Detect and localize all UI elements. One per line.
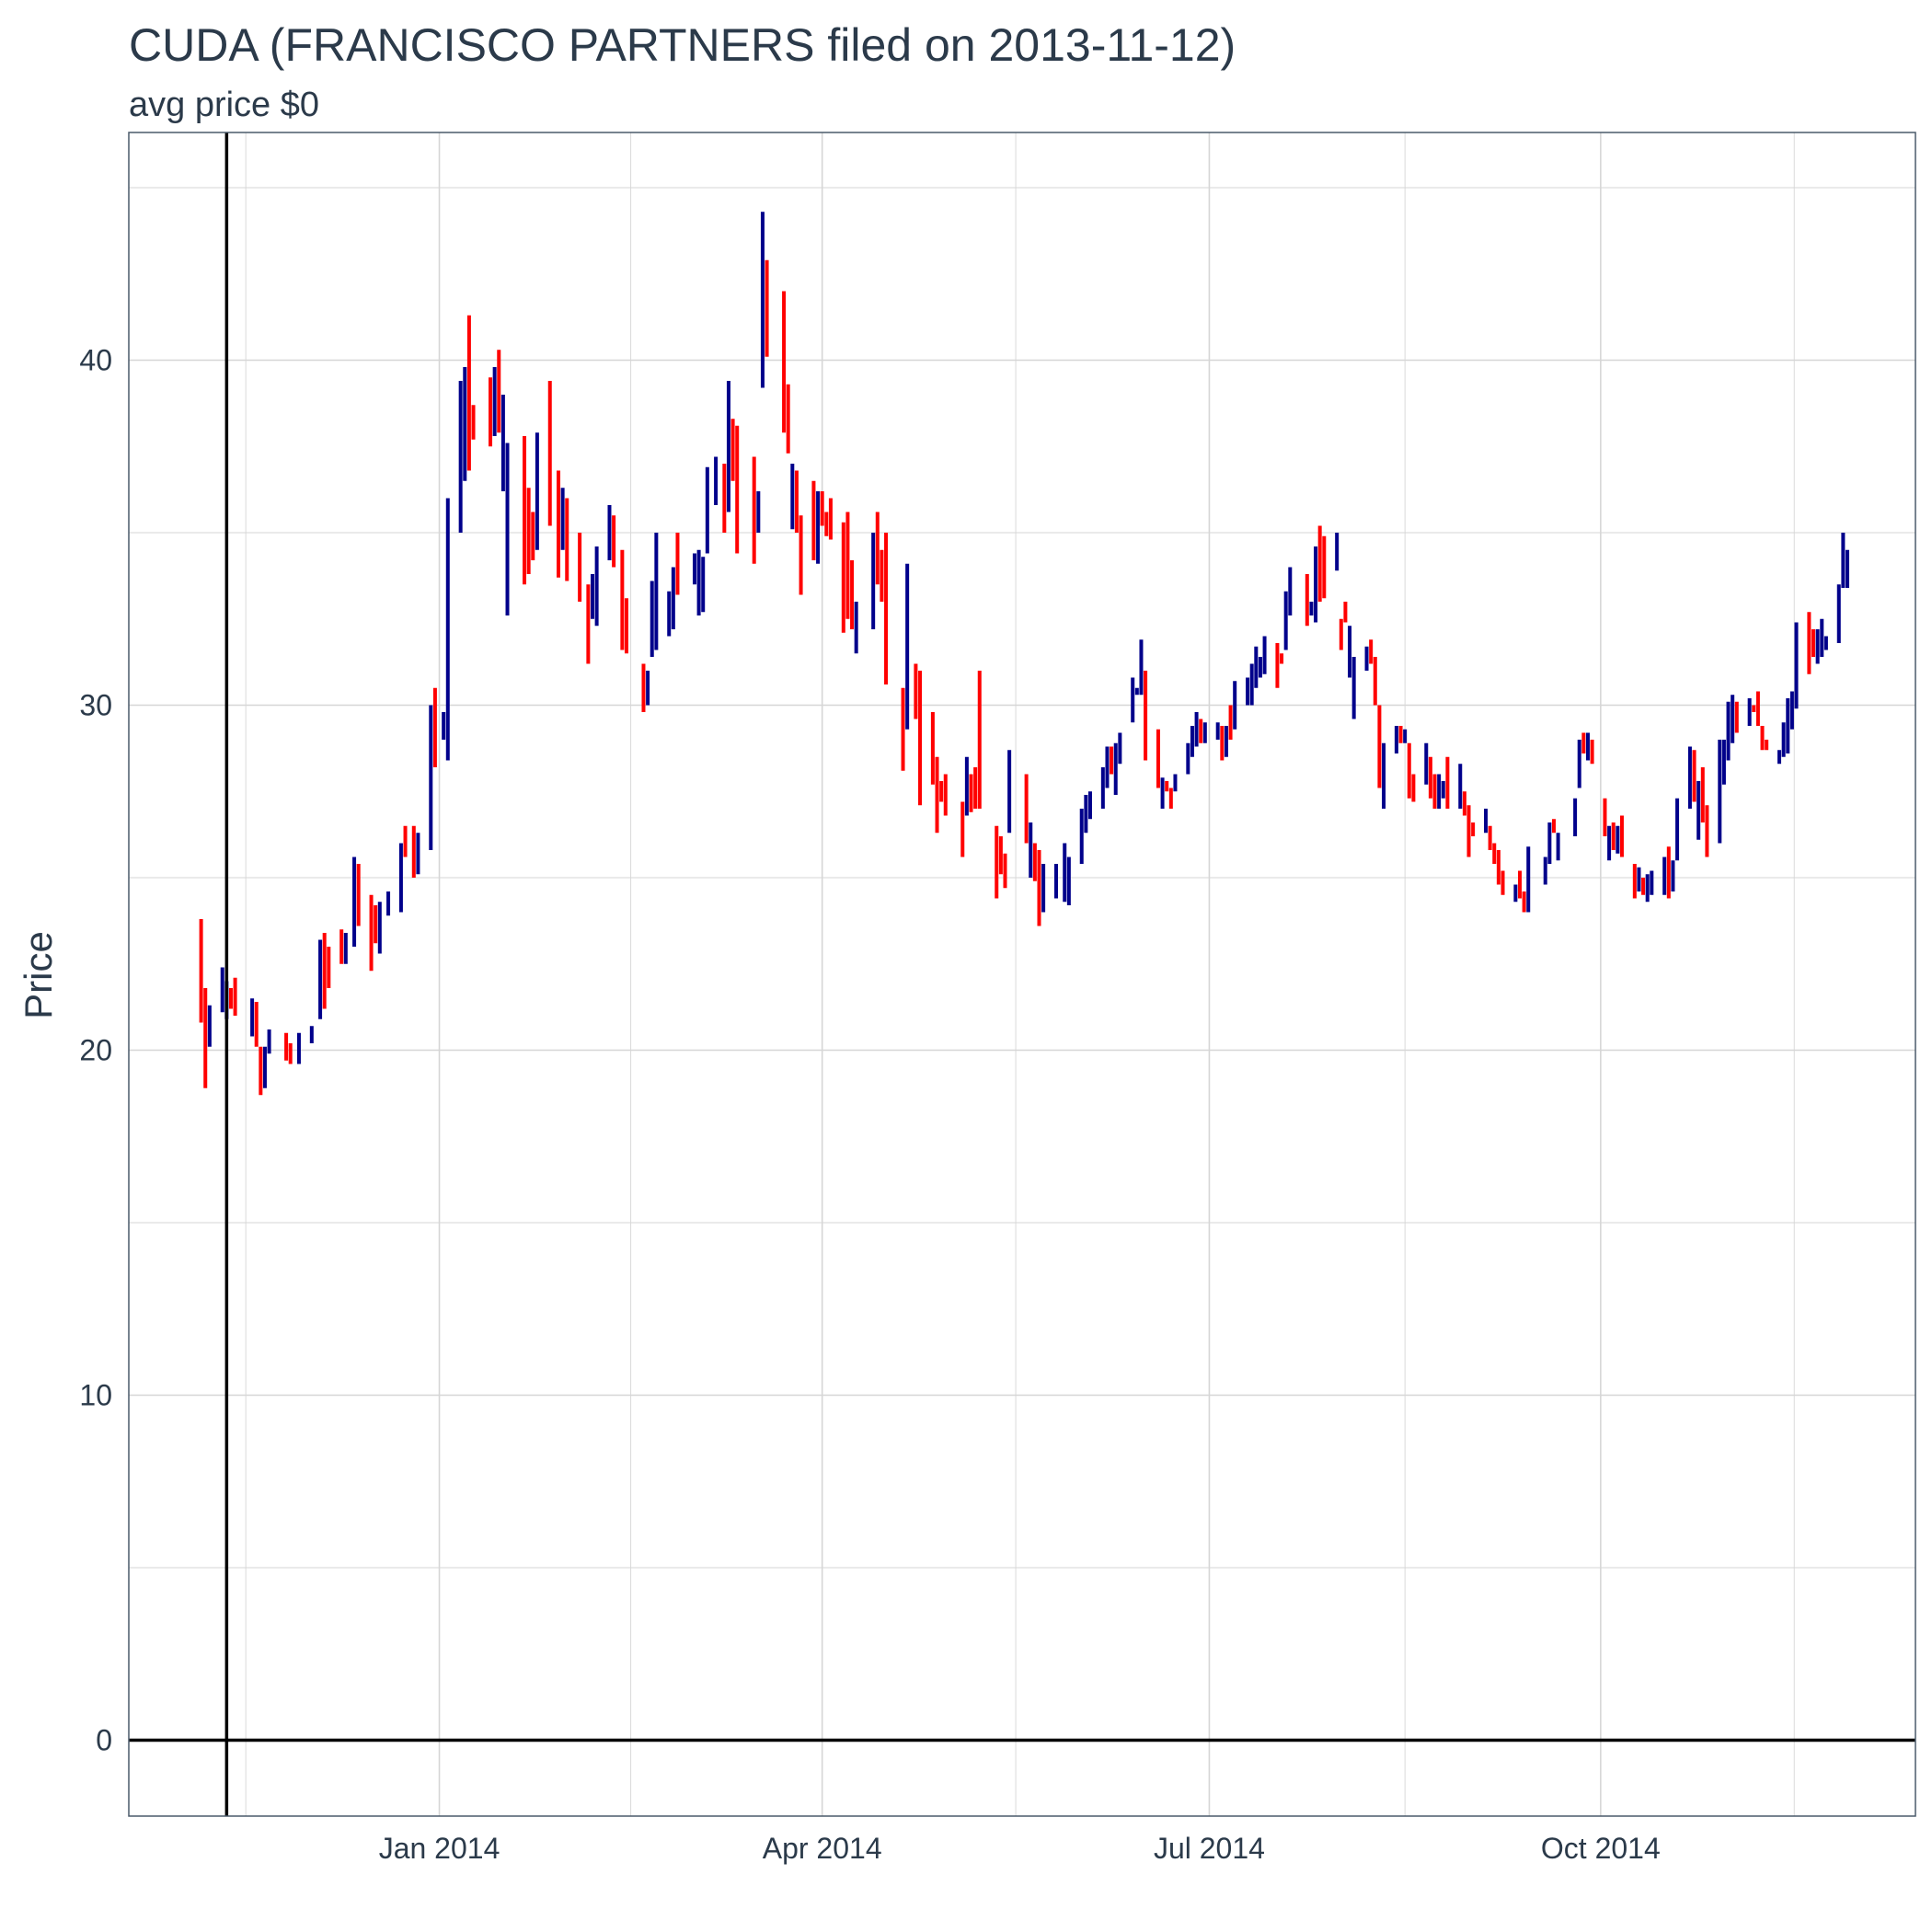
grid-layer <box>129 132 1915 1816</box>
x-tick-label: Oct 2014 <box>1541 1832 1661 1865</box>
axis-labels-layer: 0 10 20 30 40 Jan 2014 Apr 2014 Jul 2014 Oct 201… <box>79 344 1660 1866</box>
candles-layer <box>199 212 1850 1096</box>
x-tick-label: Apr 2014 <box>763 1832 882 1865</box>
chart-subtitle: avg price $0 <box>129 86 319 124</box>
x-tick-label: Jan 2014 <box>379 1832 500 1865</box>
y-axis-label: Price <box>17 931 60 1019</box>
x-tick-label: Jul 2014 <box>1154 1832 1265 1865</box>
y-tick-label: 30 <box>79 689 112 722</box>
y-tick-label: 0 <box>96 1724 112 1757</box>
y-tick-label: 40 <box>79 344 112 377</box>
chart-title: CUDA (FRANCISCO PARTNERS filed on 2013-1… <box>129 19 1236 71</box>
plot-panel <box>129 132 1915 1816</box>
y-tick-label: 20 <box>79 1034 112 1067</box>
panel-border <box>128 132 1916 1817</box>
reference-layer <box>129 132 1915 1816</box>
y-tick-label: 10 <box>79 1379 112 1412</box>
